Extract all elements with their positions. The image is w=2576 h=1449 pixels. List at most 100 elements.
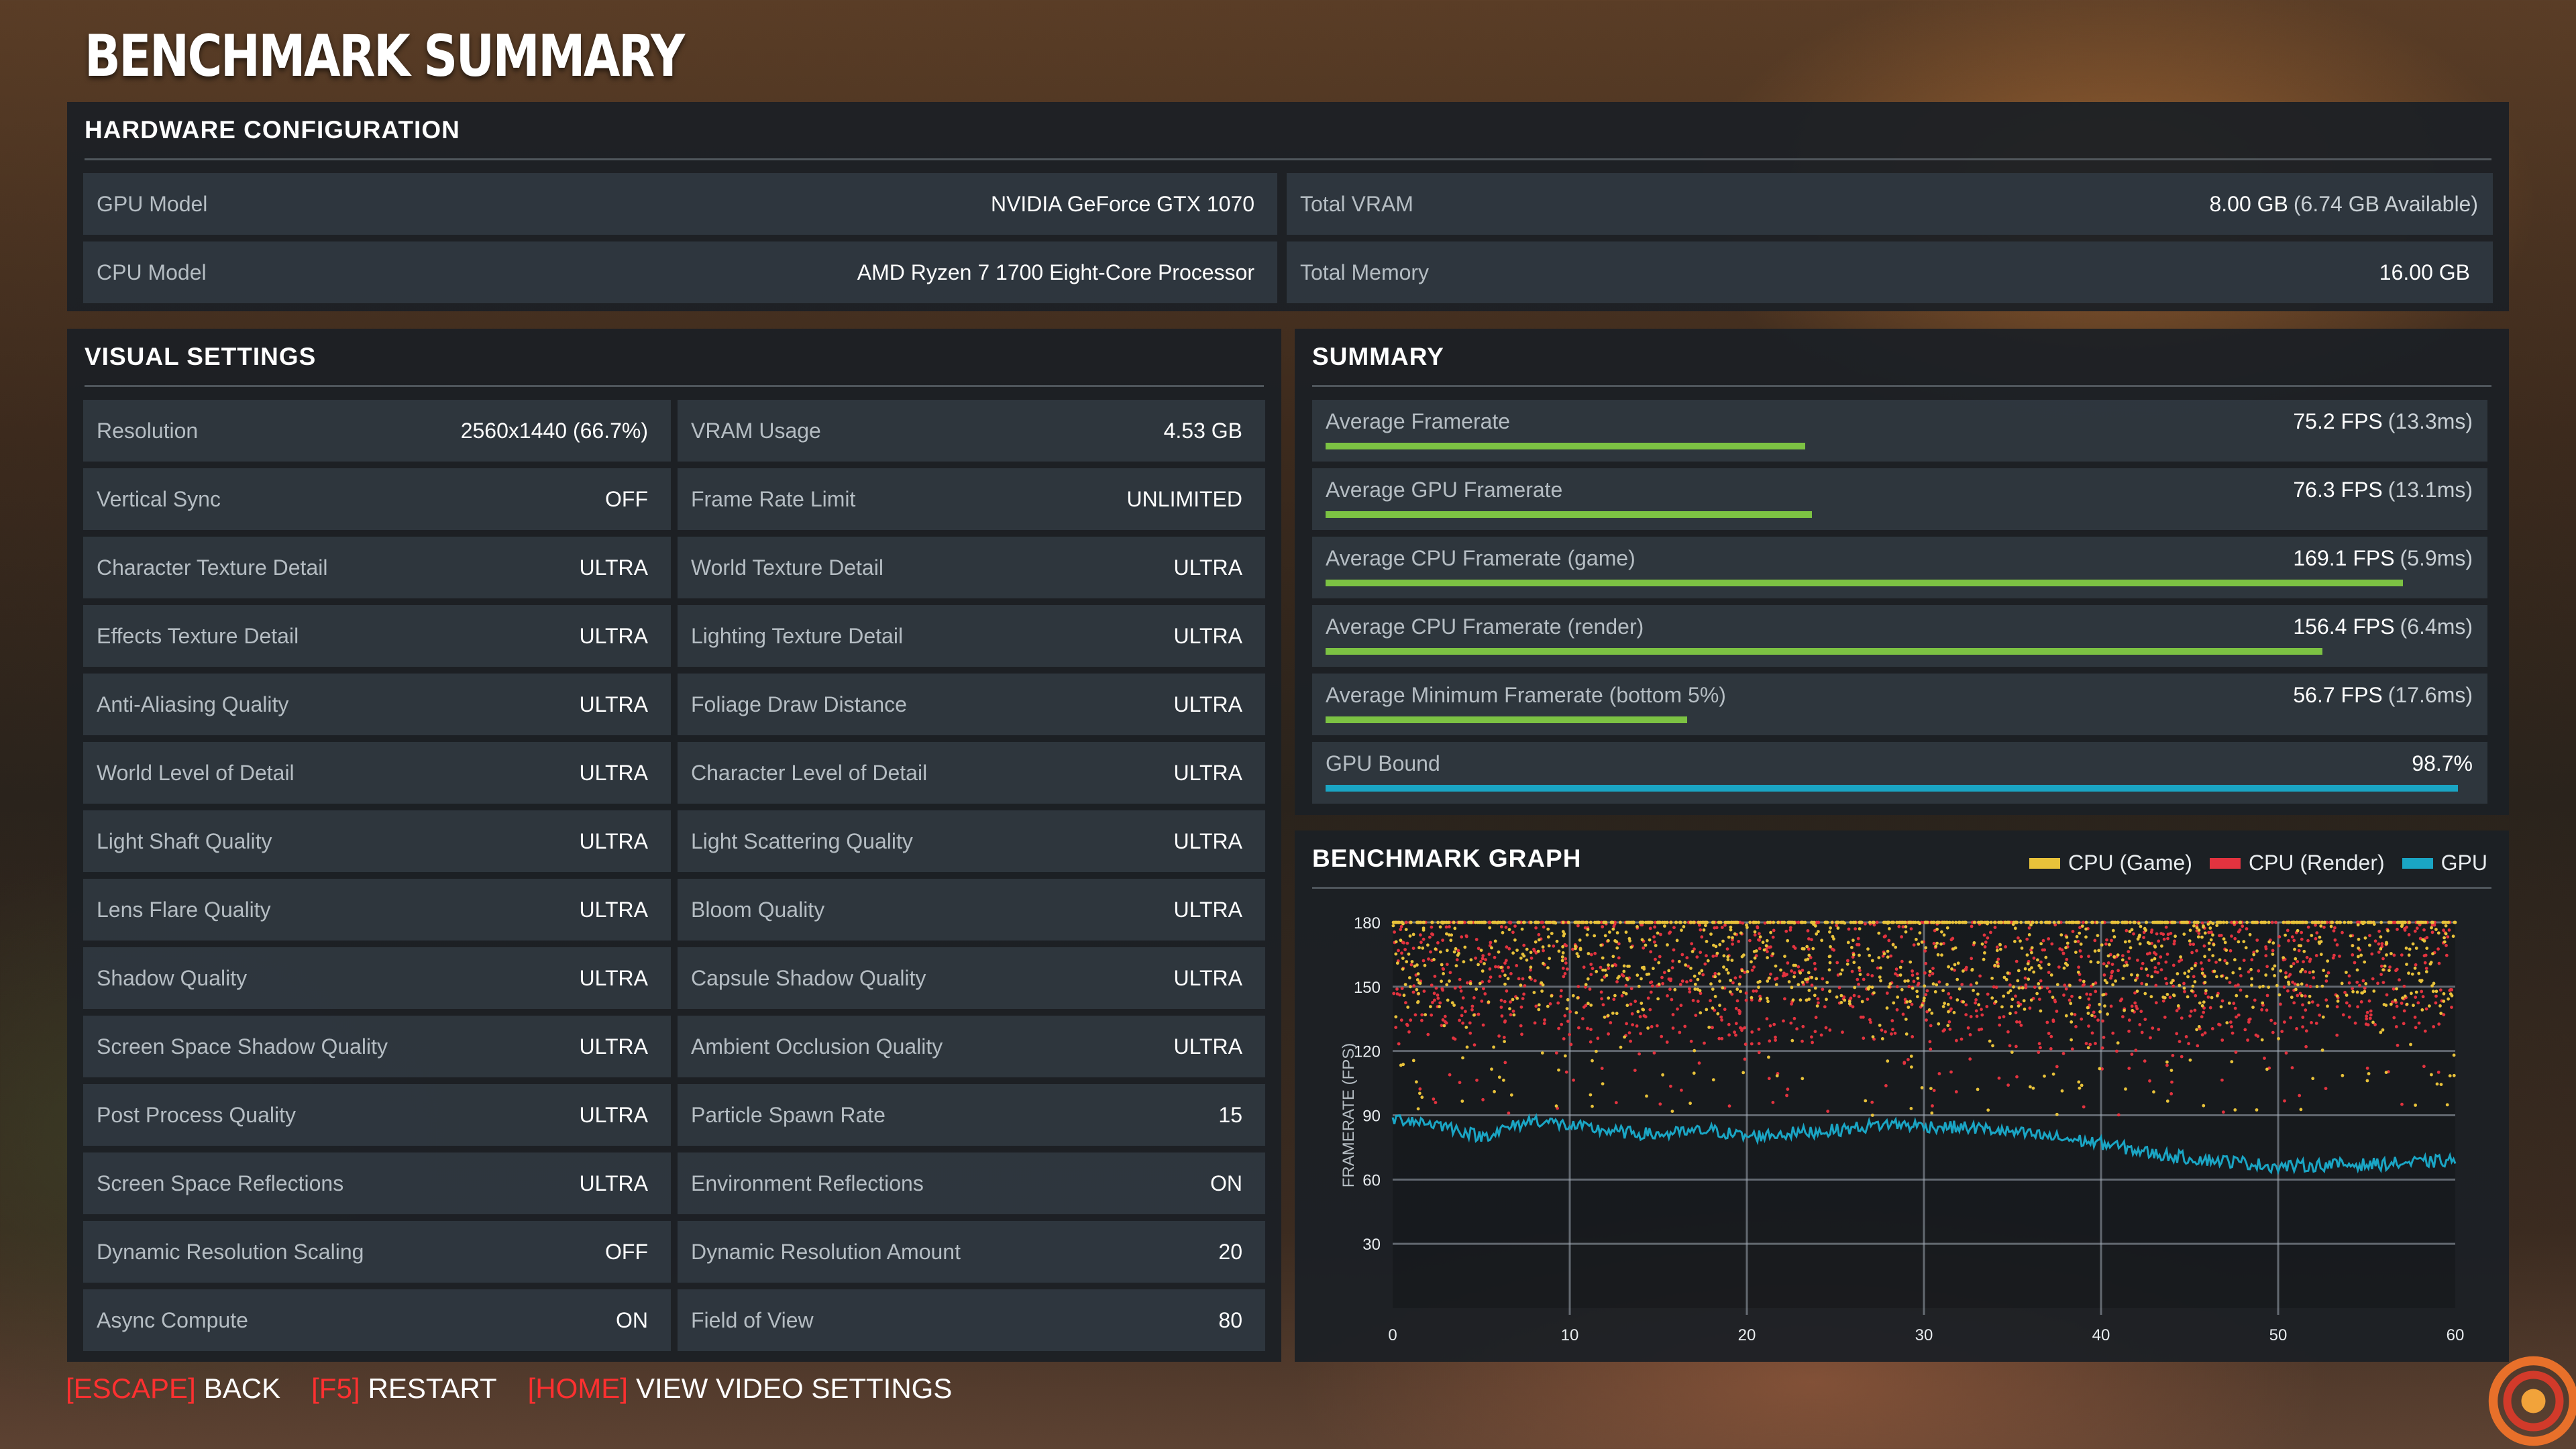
cpu-scatter-point	[1766, 956, 1769, 959]
cpu-scatter-point	[1460, 1006, 1464, 1010]
setting-row: Character Texture Detail ULTRA	[83, 537, 671, 598]
cpu-scatter-point	[1720, 1036, 1724, 1040]
cpu-scatter-point	[2010, 998, 2015, 1002]
cpu-scatter-point	[1642, 1008, 1646, 1012]
cpu-scatter-point	[1596, 1036, 1600, 1040]
cpu-scatter-point	[1668, 930, 1672, 934]
cpu-scatter-point	[2410, 991, 2413, 996]
cpu-scatter-point	[1947, 965, 1950, 969]
cpu-scatter-point	[2448, 1074, 2452, 1078]
cpu-scatter-point	[2006, 991, 2010, 995]
cpu-scatter-point	[2255, 949, 2259, 953]
cpu-scatter-point	[1669, 977, 1673, 981]
cpu-scatter-point	[2047, 971, 2051, 974]
cpu-scatter-point	[1623, 1035, 1626, 1039]
cpu-scatter-point	[1537, 1003, 1541, 1007]
cpu-scatter-point	[1994, 985, 1998, 989]
cpu-scatter-point	[1730, 959, 1734, 962]
cpu-scatter-point	[1617, 942, 1621, 946]
cpu-scatter-point	[2082, 979, 2086, 983]
cpu-scatter-point	[1935, 927, 1939, 931]
cpu-scatter-point	[1587, 952, 1591, 955]
setting-label: Post Process Quality	[97, 1102, 296, 1127]
cpu-scatter-point	[1984, 941, 1988, 944]
cpu-scatter-point	[1754, 989, 1758, 993]
cpu-scatter-point	[1601, 956, 1605, 960]
cpu-scatter-point	[2333, 938, 2337, 942]
home-view-video-settings-button[interactable]: [HOME] VIEW VIDEO SETTINGS	[527, 1373, 953, 1404]
cpu-scatter-point	[1642, 967, 1646, 971]
cpu-scatter-point	[2195, 1028, 2198, 1032]
cpu-scatter-point	[1494, 965, 1497, 969]
cpu-scatter-point	[2237, 1013, 2241, 1017]
cpu-scatter-point	[1953, 968, 1956, 972]
cpu-scatter-point	[2312, 920, 2316, 924]
cpu-scatter-point	[2029, 998, 2033, 1002]
cpu-scatter-point	[2261, 1001, 2265, 1005]
summary-subvalue: (13.1ms)	[2387, 478, 2473, 502]
cpu-scatter-point	[2102, 962, 2106, 966]
cpu-scatter-point	[1453, 1037, 1457, 1041]
cpu-scatter-point	[1660, 975, 1664, 979]
cpu-scatter-point	[1488, 920, 1492, 924]
cpu-scatter-point	[2421, 938, 2424, 942]
cpu-scatter-point	[2187, 969, 2191, 973]
cpu-scatter-point	[1801, 920, 1805, 924]
cpu-scatter-point	[2277, 1036, 2280, 1040]
cpu-scatter-point	[2088, 1004, 2092, 1008]
cpu-scatter-point	[1696, 977, 1700, 981]
cpu-scatter-point	[2360, 991, 2364, 995]
cpu-scatter-point	[2131, 1009, 2135, 1012]
cpu-scatter-point	[2414, 1104, 2417, 1107]
cpu-scatter-point	[1739, 989, 1742, 994]
page-title: BENCHMARK SUMMARY	[85, 23, 685, 90]
cpu-scatter-point	[2311, 970, 2315, 974]
cpu-scatter-point	[2308, 985, 2312, 989]
cpu-scatter-point	[2127, 939, 2131, 943]
cpu-scatter-point	[1574, 1011, 1578, 1014]
cpu-scatter-point	[2210, 1027, 2214, 1030]
cpu-scatter-point	[2106, 961, 2110, 965]
cpu-scatter-point	[1599, 965, 1603, 969]
cpu-scatter-point	[2305, 920, 2308, 924]
setting-label: Shadow Quality	[97, 965, 248, 990]
cpu-scatter-point	[2402, 1022, 2406, 1026]
cpu-scatter-point	[1638, 1015, 1642, 1018]
cpu-scatter-point	[2166, 936, 2169, 941]
cpu-scatter-point	[2305, 955, 2309, 959]
cpu-scatter-point	[1947, 1020, 1951, 1024]
cpu-scatter-point	[2436, 931, 2440, 935]
cpu-scatter-point	[2168, 996, 2172, 1000]
cpu-scatter-point	[2319, 924, 2323, 928]
cpu-scatter-point	[1758, 947, 1762, 951]
cpu-scatter-point	[2215, 975, 2218, 979]
cpu-scatter-point	[2022, 999, 2026, 1003]
f5-restart-button[interactable]: [F5] RESTART	[311, 1373, 497, 1404]
cpu-scatter-point	[1796, 965, 1801, 969]
cpu-scatter-point	[2100, 920, 2104, 924]
cpu-scatter-point	[1464, 934, 1468, 938]
cpu-scatter-point	[2258, 985, 2261, 989]
cpu-scatter-point	[2282, 985, 2286, 989]
cpu-scatter-point	[2432, 1025, 2436, 1028]
cpu-scatter-point	[1421, 937, 1426, 941]
cpu-scatter-point	[1856, 936, 1860, 941]
cpu-scatter-point	[1613, 939, 1617, 943]
cpu-scatter-point	[2443, 940, 2447, 944]
cpu-scatter-point	[2186, 995, 2190, 999]
cpu-scatter-point	[1925, 1010, 1929, 1014]
setting-row: Lighting Texture Detail ULTRA	[678, 605, 1265, 667]
escape-back-button[interactable]: [ESCAPE] BACK	[66, 1373, 281, 1404]
cpu-scatter-point	[1453, 926, 1457, 930]
cpu-scatter-point	[1601, 1082, 1605, 1085]
cpu-scatter-point	[1537, 938, 1541, 942]
cpu-scatter-point	[1584, 1004, 1588, 1008]
cpu-scatter-point	[2015, 1020, 2019, 1024]
cpu-scatter-point	[2306, 938, 2310, 943]
cpu-scatter-point	[1455, 958, 1459, 962]
cpu-scatter-point	[1931, 1104, 1934, 1108]
cpu-scatter-point	[2347, 974, 2351, 978]
cpu-scatter-point	[1903, 920, 1907, 924]
cpu-scatter-point	[2024, 920, 2028, 924]
cpu-scatter-point	[2061, 952, 2065, 955]
